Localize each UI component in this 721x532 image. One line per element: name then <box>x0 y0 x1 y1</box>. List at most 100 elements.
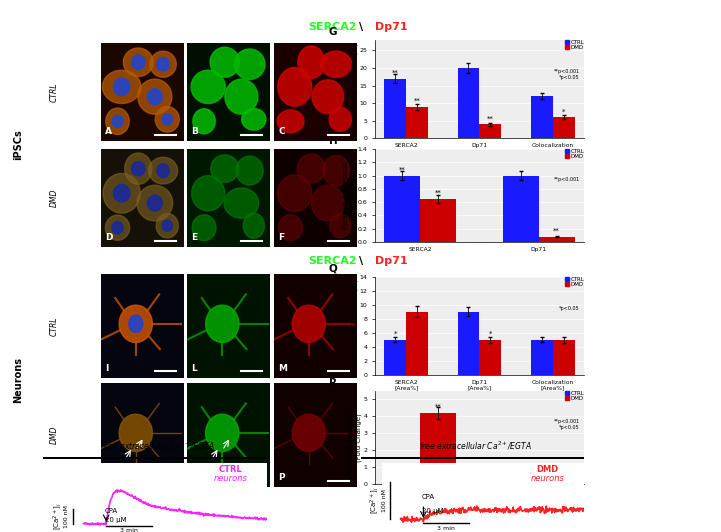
Bar <box>503 467 539 484</box>
Text: SERCA2: SERCA2 <box>309 22 357 32</box>
Polygon shape <box>113 185 130 202</box>
Text: L: L <box>192 363 198 372</box>
Polygon shape <box>162 114 172 125</box>
Polygon shape <box>102 70 141 104</box>
Polygon shape <box>225 79 258 114</box>
Text: neurons: neurons <box>531 475 565 484</box>
Polygon shape <box>277 110 304 132</box>
Polygon shape <box>192 176 225 211</box>
Text: E: E <box>192 234 198 243</box>
Text: 100 nM: 100 nM <box>381 489 386 512</box>
Text: neurons: neurons <box>213 475 247 484</box>
Text: R: R <box>329 378 337 388</box>
Text: Neurons: Neurons <box>13 358 23 403</box>
Text: CPA: CPA <box>105 509 118 514</box>
Polygon shape <box>113 78 130 96</box>
Polygon shape <box>279 215 302 240</box>
Text: \: \ <box>360 256 363 266</box>
Bar <box>458 312 479 375</box>
Text: P: P <box>278 472 285 481</box>
Text: DMD: DMD <box>50 426 58 444</box>
Bar <box>531 340 552 375</box>
Bar <box>479 340 501 375</box>
Polygon shape <box>119 305 152 343</box>
Text: *: * <box>555 473 558 479</box>
Text: **p<0.001: **p<0.001 <box>554 177 580 182</box>
Polygon shape <box>119 414 152 452</box>
Polygon shape <box>131 162 145 176</box>
Polygon shape <box>236 156 263 185</box>
Bar <box>503 176 539 242</box>
Polygon shape <box>150 51 177 77</box>
Polygon shape <box>297 154 325 183</box>
Text: *: * <box>394 331 397 337</box>
Text: 20 µM: 20 µM <box>422 508 443 514</box>
Polygon shape <box>147 89 162 105</box>
Text: H: H <box>329 136 337 146</box>
Polygon shape <box>103 173 140 213</box>
Legend: CTRL, DMD: CTRL, DMD <box>565 391 584 401</box>
Polygon shape <box>156 164 169 177</box>
Bar <box>384 79 407 138</box>
Legend: CTRL, DMD: CTRL, DMD <box>565 149 584 159</box>
Text: SERCA2: SERCA2 <box>309 256 357 266</box>
Bar <box>407 107 428 138</box>
Bar <box>531 96 552 138</box>
Polygon shape <box>210 47 239 77</box>
Text: \: \ <box>360 22 363 32</box>
Polygon shape <box>205 305 239 343</box>
Polygon shape <box>292 414 325 452</box>
Text: **: ** <box>553 228 560 234</box>
Polygon shape <box>191 70 225 104</box>
Polygon shape <box>312 80 344 113</box>
Text: G: G <box>329 27 337 37</box>
Text: Dp71: Dp71 <box>375 22 407 32</box>
Polygon shape <box>242 109 266 130</box>
Polygon shape <box>125 153 152 184</box>
Bar <box>384 467 420 484</box>
Bar <box>420 413 456 484</box>
Text: *: * <box>562 109 565 114</box>
Polygon shape <box>205 414 239 452</box>
Text: B: B <box>192 127 198 136</box>
Text: **: ** <box>399 167 406 173</box>
Text: F: F <box>278 234 284 243</box>
Bar <box>479 124 501 138</box>
Text: A: A <box>105 127 112 136</box>
Polygon shape <box>138 79 172 114</box>
Bar <box>384 340 407 375</box>
Bar <box>420 199 456 242</box>
Bar <box>552 340 575 375</box>
Bar <box>407 312 428 375</box>
Polygon shape <box>193 109 216 134</box>
Bar <box>552 117 575 138</box>
Polygon shape <box>329 214 351 238</box>
Polygon shape <box>192 215 216 240</box>
Polygon shape <box>106 108 129 135</box>
Text: C: C <box>278 127 285 136</box>
Y-axis label: Relative expression
(Fold Change): Relative expression (Fold Change) <box>348 404 362 471</box>
Polygon shape <box>298 46 324 79</box>
Text: free extracellular Ca$^{2+}$/EGTA: free extracellular Ca$^{2+}$/EGTA <box>420 439 532 452</box>
Y-axis label: Fluorescence Intensity (%): Fluorescence Intensity (%) <box>352 279 358 372</box>
Y-axis label: Fluorescence Intensity (%): Fluorescence Intensity (%) <box>352 43 358 136</box>
Polygon shape <box>323 155 350 186</box>
Text: 3 min: 3 min <box>120 528 138 532</box>
Text: free extracellular Ca$^{2+}$/EGTA: free extracellular Ca$^{2+}$/EGTA <box>102 439 215 452</box>
Bar <box>384 176 420 242</box>
Text: CPA: CPA <box>422 494 435 501</box>
Text: **: ** <box>392 70 399 76</box>
Text: M: M <box>278 363 287 372</box>
Polygon shape <box>105 215 130 240</box>
Text: iPSCs: iPSCs <box>13 130 23 160</box>
Polygon shape <box>278 68 311 106</box>
Text: [Ca$^{2+}$]$_i$: [Ca$^{2+}$]$_i$ <box>51 503 63 530</box>
Polygon shape <box>162 220 172 231</box>
Bar <box>458 68 479 138</box>
Text: D: D <box>105 234 112 243</box>
Polygon shape <box>112 115 123 127</box>
Polygon shape <box>123 48 153 77</box>
Bar <box>539 482 575 484</box>
Text: 3 min: 3 min <box>438 526 455 531</box>
Text: *p<0.05: *p<0.05 <box>559 306 580 311</box>
